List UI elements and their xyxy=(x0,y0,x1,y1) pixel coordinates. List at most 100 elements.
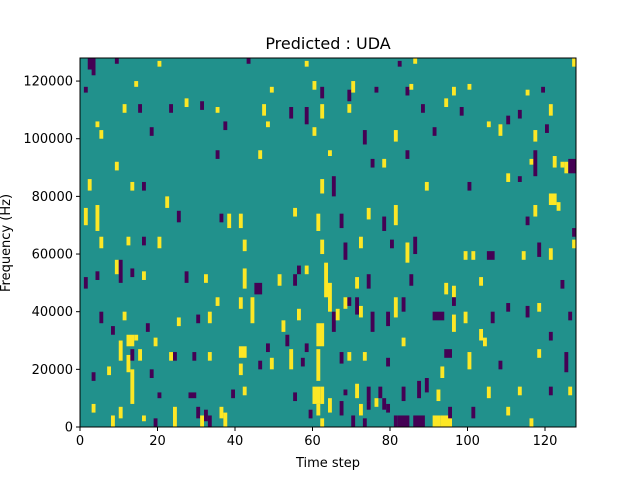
heatmap-cell-23 xyxy=(122,104,127,113)
heatmap-cell-76 xyxy=(556,202,561,211)
x-axis-label: Time step xyxy=(295,456,360,471)
heatmap-cell-93 xyxy=(126,236,131,246)
heatmap-cell-80 xyxy=(176,210,181,223)
heatmap-cell-95 xyxy=(157,236,162,249)
heatmap-cell-36 xyxy=(459,107,464,116)
heatmap-cell-3 xyxy=(157,60,162,67)
heatmap-cell-182 xyxy=(258,360,263,370)
heatmap-cell-228 xyxy=(118,406,123,419)
heatmap-cell-129 xyxy=(409,274,414,286)
heatmap-cell-114 xyxy=(118,259,123,283)
heatmap-cell-238 xyxy=(223,412,228,427)
heatmap-cell-146 xyxy=(281,320,286,332)
heatmap-cell-63 xyxy=(564,161,569,174)
heatmap-cell-72 xyxy=(467,181,472,191)
heatmap-cell-203 xyxy=(91,372,96,381)
heatmap-cell-256 xyxy=(506,406,511,416)
heatmap-cell-174 xyxy=(130,349,135,361)
heatmap-cell-4 xyxy=(246,58,251,64)
heatmap-cell-192 xyxy=(386,357,391,367)
heatmap-cell-71 xyxy=(424,181,429,191)
heatmap-cell-107 xyxy=(537,242,542,257)
heatmap-cell-215 xyxy=(355,383,360,399)
y-tick-label: 60000 xyxy=(32,248,73,263)
heatmap-cell-46 xyxy=(362,130,367,145)
heatmap-cell-255 xyxy=(471,406,476,419)
heatmap-cell-211 xyxy=(316,403,321,416)
heatmap-cell-144 xyxy=(238,297,243,309)
heatmap-cell-16 xyxy=(374,86,379,93)
heatmap-cell-70 xyxy=(331,176,336,197)
heatmap-cell-12 xyxy=(312,81,317,90)
heatmap-cell-27 xyxy=(200,101,205,110)
plot-frame xyxy=(79,57,577,428)
heatmap-cell-106 xyxy=(521,251,526,260)
heatmap-cell-28 xyxy=(215,107,220,113)
heatmap-cell-214 xyxy=(343,389,348,396)
heatmap-cell-245 xyxy=(366,401,371,410)
heatmap-cell-24 xyxy=(138,104,143,113)
heatmap-cell-37 xyxy=(506,115,511,125)
heatmap-cell-227 xyxy=(91,403,96,413)
heatmap-cell-212 xyxy=(320,386,325,404)
heatmap-cell-89 xyxy=(393,205,398,226)
heatmap-cell-194 xyxy=(440,366,445,378)
heatmap-cell-110 xyxy=(572,228,577,237)
heatmap-cell-66 xyxy=(87,179,92,191)
heatmap-cell-134 xyxy=(99,311,104,324)
heatmap-cell-90 xyxy=(525,216,530,226)
x-tick-label: 120 xyxy=(533,434,558,449)
heatmap-cell-124 xyxy=(304,265,309,275)
heatmap-cell-48 xyxy=(432,127,437,136)
heatmap-cell-180 xyxy=(238,346,247,358)
heatmap-cell-149 xyxy=(316,323,325,347)
heatmap-cell-199 xyxy=(537,349,542,358)
heatmap-cell-232 xyxy=(173,406,177,427)
heatmap-cell-197 xyxy=(483,337,487,347)
heatmap-cell-191 xyxy=(362,352,367,361)
heatmap-cell-235 xyxy=(204,409,208,422)
heatmap-cell-152 xyxy=(343,297,348,309)
heatmap-cell-17 xyxy=(405,86,410,96)
heatmap-cell-210 xyxy=(312,386,321,404)
heatmap-cell-250 xyxy=(405,415,410,427)
heatmap-cell-224 xyxy=(517,386,522,396)
heatmap-cell-0 xyxy=(87,58,96,70)
heatmap-cell-253 xyxy=(440,415,453,427)
heatmap-cell-171 xyxy=(111,326,115,335)
x-tick-label: 40 xyxy=(227,434,244,449)
heatmap-cell-130 xyxy=(444,282,449,295)
heatmap-cell-218 xyxy=(382,398,387,410)
heatmap-cell-246 xyxy=(374,398,379,407)
x-tick-label: 80 xyxy=(382,434,399,449)
heatmap-cell-169 xyxy=(548,331,553,341)
heatmap-cell-64 xyxy=(568,158,576,174)
heatmap-cell-32 xyxy=(320,104,325,119)
heatmap-cell-18 xyxy=(409,83,414,90)
heatmap-cell-122 xyxy=(293,274,298,286)
heatmap-cell-15 xyxy=(351,81,356,93)
heatmap-cell-121 xyxy=(277,274,282,286)
heatmap-cell-31 xyxy=(304,107,309,125)
heatmap-cell-30 xyxy=(289,107,294,119)
heatmap-cell-29 xyxy=(262,104,267,116)
heatmap-cell-159 xyxy=(401,297,406,312)
heatmap-cell-208 xyxy=(242,386,247,396)
heatmap-cell-200 xyxy=(564,352,569,373)
heatmap-cell-120 xyxy=(254,282,263,295)
heatmap-cell-135 xyxy=(122,311,127,321)
heatmap-cell-56 xyxy=(370,158,375,168)
heatmap-cell-14 xyxy=(347,89,352,102)
heatmap-cell-173 xyxy=(126,354,131,373)
heatmap-cell-118 xyxy=(204,274,208,283)
heatmap-cell-183 xyxy=(266,343,270,353)
heatmap-cell-68 xyxy=(142,181,146,191)
heatmap-cell-233 xyxy=(196,406,201,419)
heatmap-cell-206 xyxy=(188,392,197,399)
heatmap-cell-62 xyxy=(560,161,565,168)
heatmap-cell-6 xyxy=(397,60,402,67)
chart-title: Predicted : UDA xyxy=(265,34,390,53)
heatmap-cell-201 xyxy=(107,366,112,376)
x-tick-label: 100 xyxy=(455,434,480,449)
heatmap-cell-137 xyxy=(134,334,139,341)
